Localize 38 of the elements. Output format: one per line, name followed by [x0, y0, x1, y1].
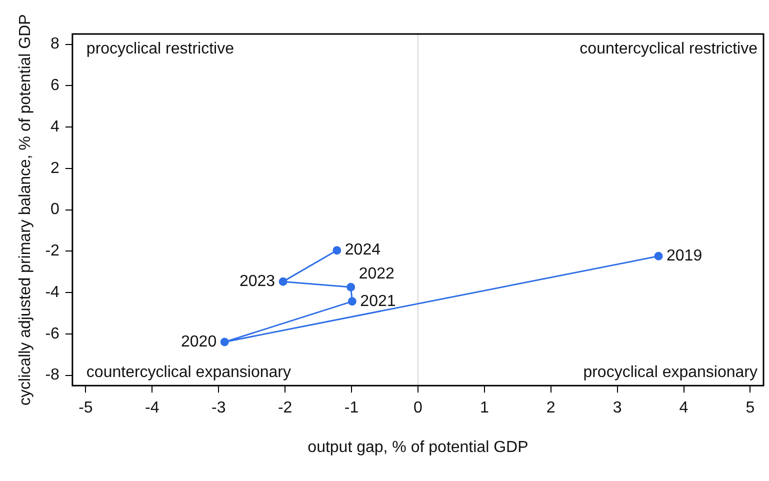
y-axis-title: cyclically adjusted primary balance, % of potential GDP	[17, 14, 34, 406]
y-tick-label: -8	[45, 366, 60, 384]
x-tick-label: -3	[212, 400, 226, 417]
x-tick-label: -1	[344, 400, 359, 417]
y-tick-label: -2	[45, 242, 60, 260]
y-tick-label: -6	[45, 325, 60, 342]
annotation: 2020	[181, 333, 217, 350]
annotation: 2024	[344, 242, 381, 259]
point	[654, 252, 663, 260]
annotation: countercyclical restrictive	[580, 40, 758, 58]
x-tick-label: 5	[746, 400, 755, 417]
x-tick-label: -5	[78, 400, 93, 417]
annotation: 2019	[666, 248, 702, 265]
annotation: 2021	[360, 292, 396, 310]
annotation: 2023	[239, 272, 276, 290]
y-tick-label: 2	[50, 160, 60, 177]
y-tick-label: 8	[50, 36, 60, 53]
annotation: procyclical restrictive	[86, 40, 234, 58]
point	[332, 246, 342, 255]
y-tick-label: 0	[50, 201, 60, 218]
x-tick-label: 3	[612, 400, 622, 417]
point	[346, 282, 356, 292]
point	[278, 277, 288, 286]
point	[220, 338, 229, 346]
y-tick-label: -4	[45, 284, 60, 301]
annotation: 2022	[358, 266, 395, 283]
annotation: procyclical expansionary	[583, 364, 758, 382]
x-tick-label: 0	[414, 400, 423, 417]
y-tick-label: 4	[50, 118, 60, 136]
point	[348, 297, 356, 306]
annotation: countercyclical expansionary	[86, 364, 291, 382]
x-tick-label: 2	[546, 400, 556, 417]
x-tick-label: -2	[278, 400, 292, 417]
x-tick-label: -4	[145, 400, 160, 417]
x-axis-title: output gap, % of potential GDP	[308, 438, 528, 456]
x-tick-label: 4	[679, 400, 688, 417]
y-tick-label: 6	[50, 77, 60, 94]
x-tick-label: 1	[480, 400, 489, 417]
